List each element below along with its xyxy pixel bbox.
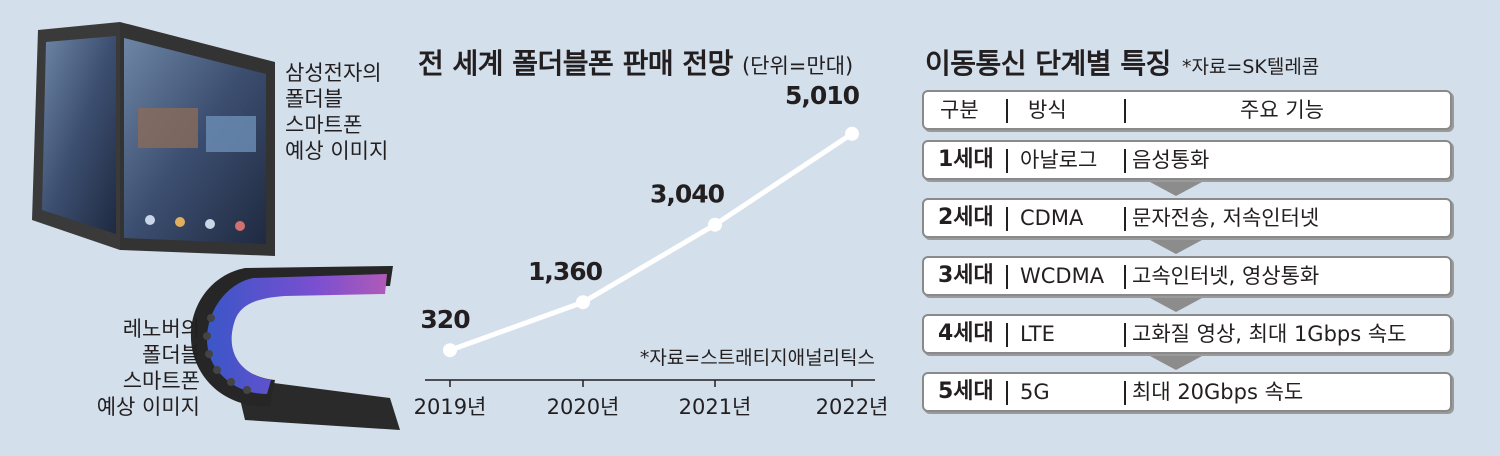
row-method: CDMA <box>1020 206 1084 230</box>
table-row: 5세대 5G 최대 20Gbps 속도 <box>922 372 1452 412</box>
row-generation: 5세대 <box>938 379 994 404</box>
row-features: 문자전송, 저속인터넷 <box>1132 206 1320 230</box>
data-point-marker <box>708 217 722 232</box>
data-label: 5,010 <box>785 81 860 110</box>
caption-line: 레노버의 <box>122 317 200 341</box>
table-title-text: 이동통신 단계별 특징 <box>925 47 1171 80</box>
row-method: LTE <box>1020 322 1055 346</box>
caption-line: 삼성전자의 <box>285 61 382 85</box>
header-features: 주요 기능 <box>1240 98 1324 122</box>
x-tick-label: 2020년 <box>547 395 620 419</box>
column-divider <box>1124 207 1126 231</box>
down-arrow-icon <box>1150 356 1202 370</box>
caption-line: 스마트폰 <box>122 369 200 393</box>
column-divider <box>1006 207 1008 231</box>
chart-source-note: *자료=스트래티지애널리틱스 <box>640 347 875 369</box>
header-generation: 구분 <box>940 98 979 122</box>
row-generation: 1세대 <box>938 147 994 172</box>
x-tick-label: 2019년 <box>414 395 487 419</box>
table-row: 1세대 아날로그 음성통화 <box>922 140 1452 180</box>
samsung-foldable-phone-image <box>32 22 275 256</box>
caption-line: 폴더블 <box>285 87 343 111</box>
column-divider <box>1124 149 1126 173</box>
down-arrow-icon <box>1150 298 1202 312</box>
row-generation: 3세대 <box>938 263 994 288</box>
lenovo-image-caption: 레노버의 폴더블 스마트폰 예상 이미지 <box>60 316 200 420</box>
x-tick-label: 2022년 <box>816 395 889 419</box>
samsung-image-caption: 삼성전자의 폴더블 스마트폰 예상 이미지 <box>285 60 388 164</box>
caption-line: 스마트폰 <box>285 113 363 137</box>
row-features: 음성통화 <box>1132 148 1210 172</box>
row-method: WCDMA <box>1020 264 1105 288</box>
row-method: 5G <box>1020 380 1050 404</box>
chart-title: 전 세계 폴더블폰 판매 전망 (단위=만대) <box>418 42 853 82</box>
row-generation: 4세대 <box>938 321 994 346</box>
row-features: 고속인터넷, 영상통화 <box>1132 264 1320 288</box>
table-row: 4세대 LTE 고화질 영상, 최대 1Gbps 속도 <box>922 314 1452 354</box>
down-arrow-icon <box>1150 240 1202 254</box>
column-divider <box>1006 99 1008 123</box>
row-features: 최대 20Gbps 속도 <box>1132 380 1304 404</box>
data-point-marker <box>845 126 859 141</box>
caption-line: 예상 이미지 <box>96 395 200 419</box>
data-point-marker <box>443 343 457 358</box>
column-divider <box>1006 323 1008 347</box>
column-divider <box>1006 381 1008 405</box>
chart-title-text: 전 세계 폴더블폰 판매 전망 <box>418 47 733 80</box>
data-label: 1,360 <box>528 257 603 286</box>
x-tick-label: 2021년 <box>679 395 752 419</box>
column-divider <box>1124 265 1126 289</box>
column-divider <box>1006 265 1008 289</box>
row-method: 아날로그 <box>1020 148 1098 172</box>
table-title: 이동통신 단계별 특징 *자료=SK텔레콤 <box>925 42 1319 82</box>
down-arrow-icon <box>1150 182 1202 196</box>
column-divider <box>1124 323 1126 347</box>
data-point-marker <box>576 295 590 310</box>
column-divider <box>1124 99 1126 123</box>
row-features: 고화질 영상, 최대 1Gbps 속도 <box>1132 322 1407 346</box>
column-divider <box>1006 149 1008 173</box>
chart-unit: (단위=만대) <box>741 54 854 78</box>
header-method: 방식 <box>1028 98 1067 122</box>
caption-line: 예상 이미지 <box>285 139 389 163</box>
lenovo-flexible-phone-image <box>190 266 400 430</box>
table-source-note: *자료=SK텔레콤 <box>1181 56 1320 78</box>
data-label: 320 <box>420 305 470 334</box>
series-line <box>449 131 854 353</box>
table-row: 2세대 CDMA 문자전송, 저속인터넷 <box>922 198 1452 238</box>
table-row: 3세대 WCDMA 고속인터넷, 영상통화 <box>922 256 1452 296</box>
column-divider <box>1124 381 1126 405</box>
data-label: 3,040 <box>650 180 725 209</box>
row-generation: 2세대 <box>938 205 994 230</box>
table-header-row: 구분 방식 주요 기능 <box>922 90 1452 130</box>
caption-line: 폴더블 <box>142 343 200 367</box>
